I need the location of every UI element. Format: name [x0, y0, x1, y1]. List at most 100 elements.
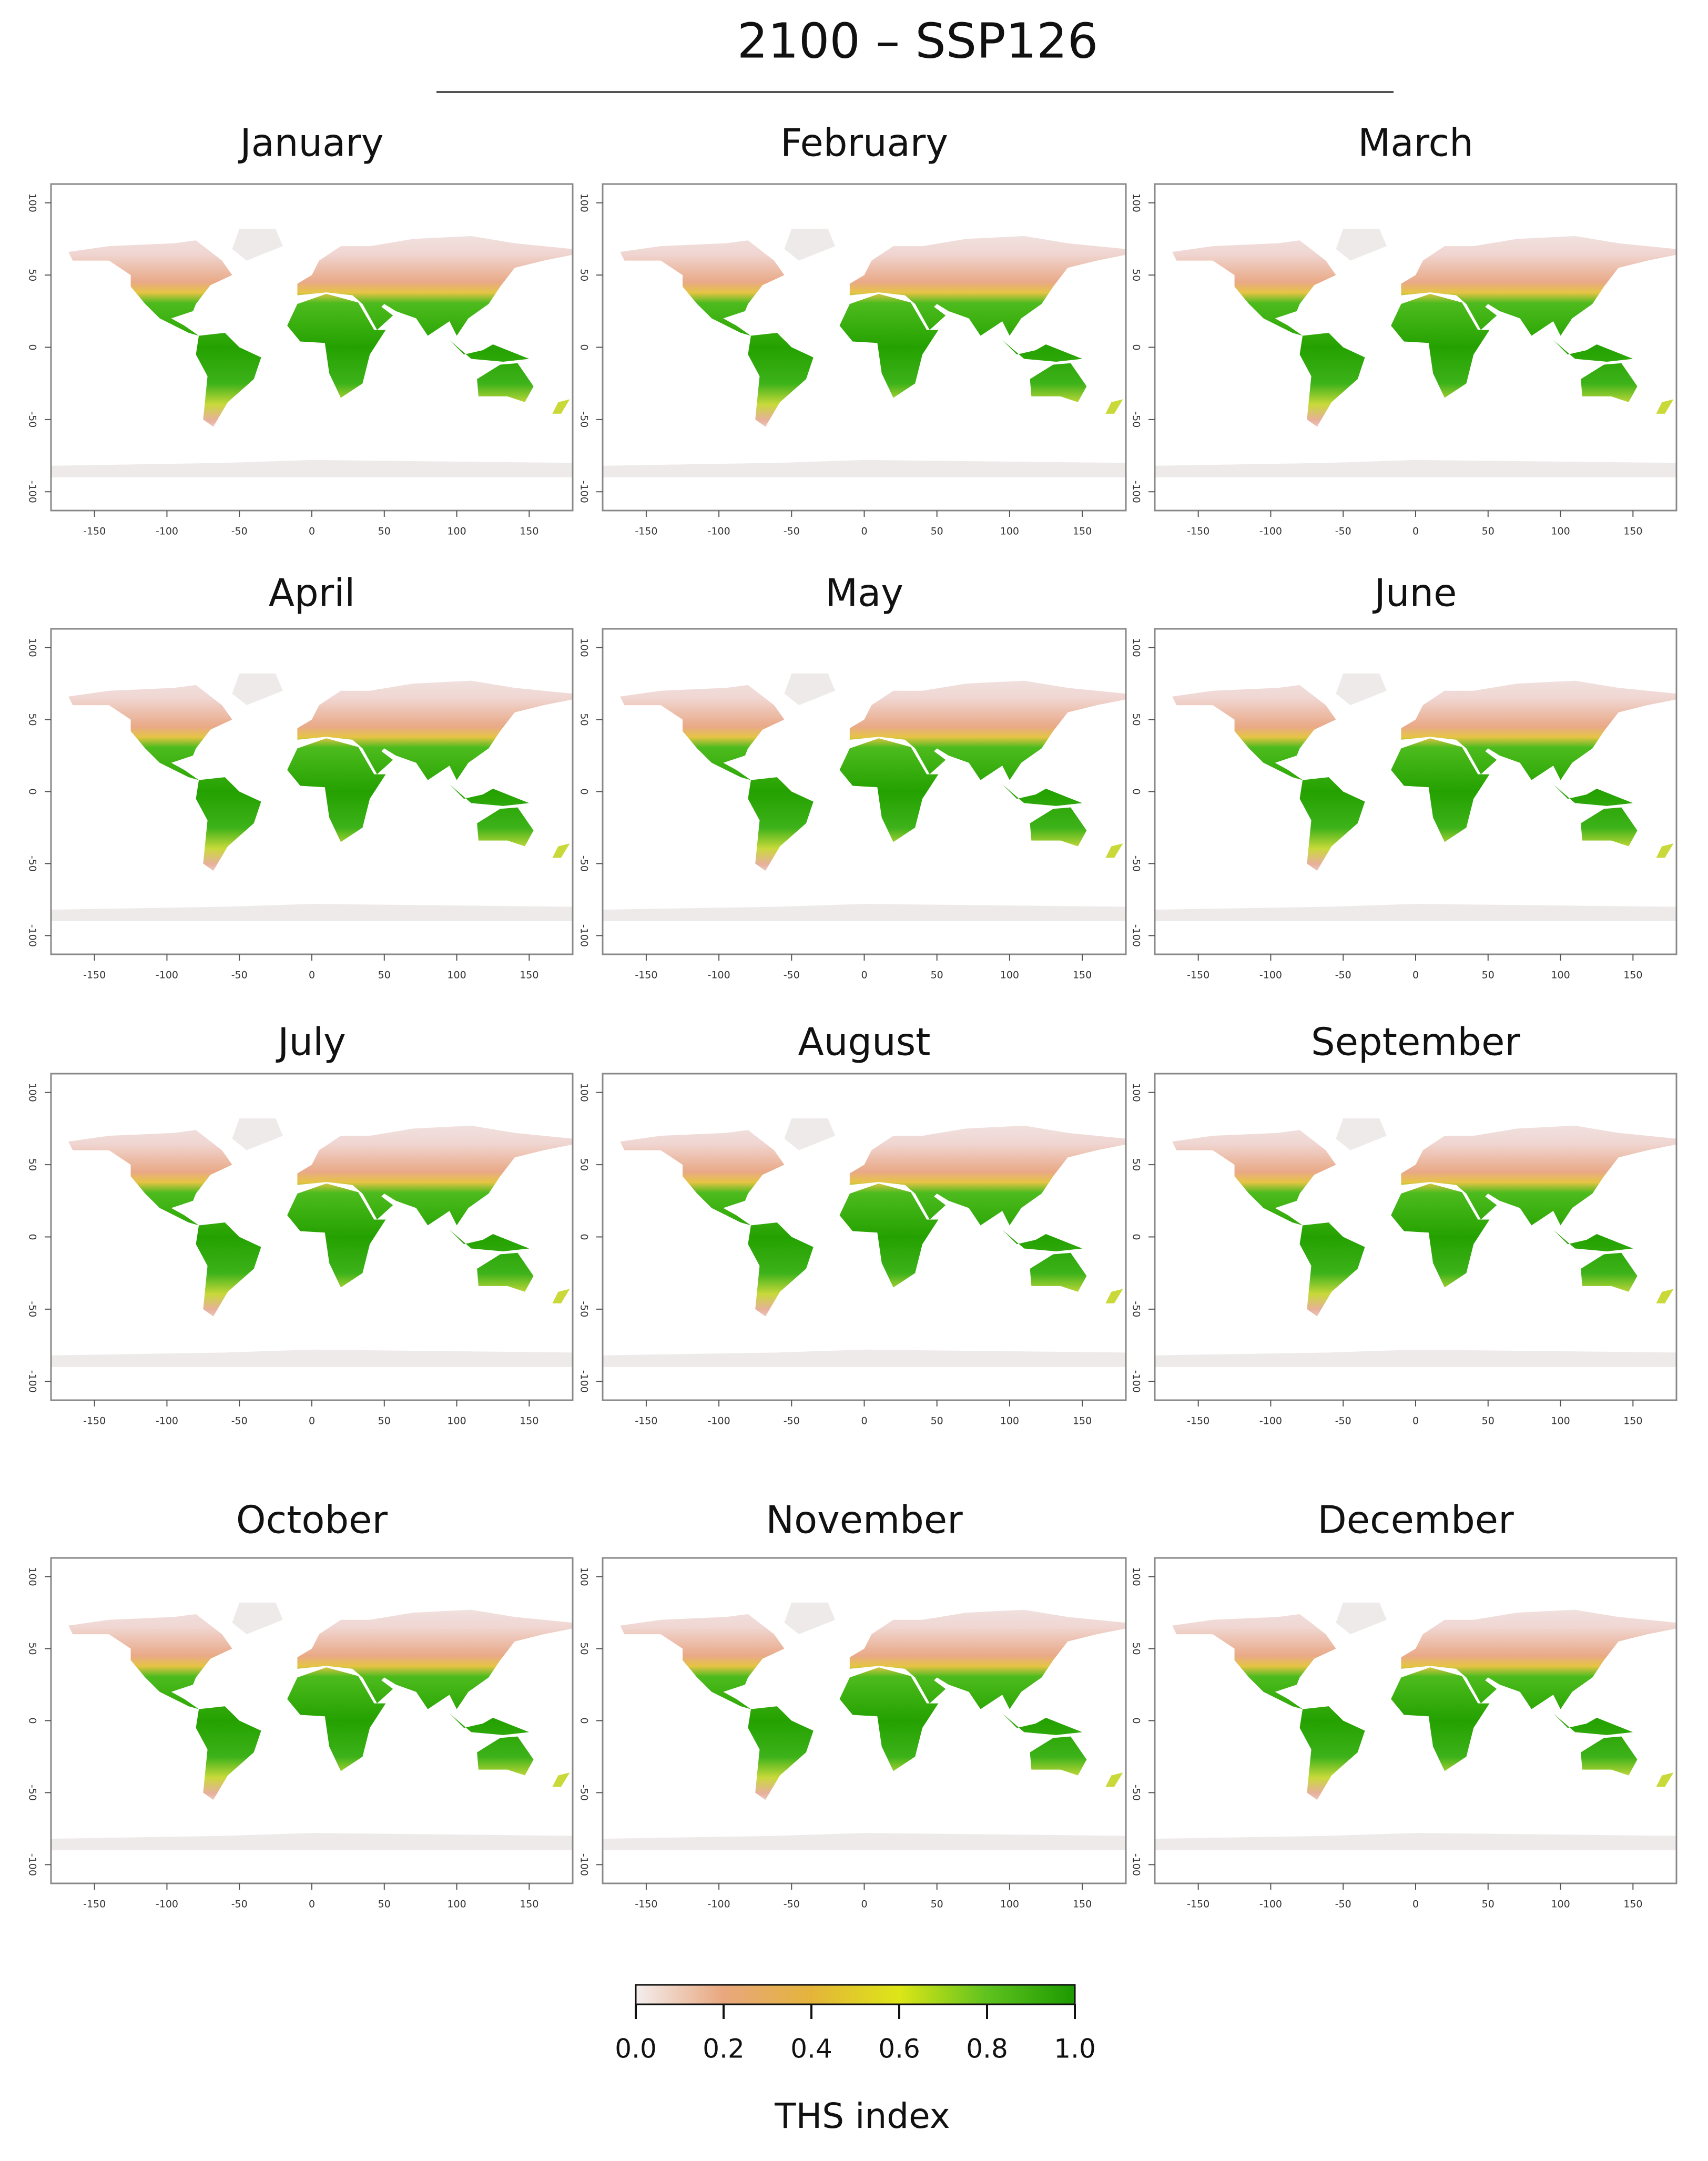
x-tick-label: 0 [1412, 1415, 1419, 1427]
y-tick-label: 100 [578, 638, 590, 657]
y-tick-label: 100 [27, 638, 38, 657]
x-tick-label: 100 [1551, 1415, 1570, 1427]
x-tick-label: 100 [1000, 1899, 1019, 1910]
x-tick-label: 0 [309, 526, 315, 537]
y-tick-label: 100 [578, 1083, 590, 1102]
x-tick-label: 100 [447, 1415, 466, 1427]
y-tick-label: 100 [27, 1567, 38, 1586]
x-tick-label: -150 [1187, 970, 1209, 981]
y-tick-label: 50 [1131, 713, 1142, 726]
y-tick-label: 100 [1131, 1083, 1142, 1102]
x-tick-label: 100 [1000, 526, 1019, 537]
map-panel: November -150 -100 -50 0 50 100 150 -100 -50 0 50 10… [578, 1498, 1127, 1910]
y-tick-label: -100 [1131, 481, 1142, 503]
world-map [1155, 673, 1676, 922]
colorbar-tick-label: 0.0 [615, 2034, 657, 2064]
world-map [603, 1602, 1126, 1851]
x-tick-label: 50 [931, 1415, 943, 1427]
map-panel: January -150 -100 -50 0 50 100 150 -100 -50 0 50 100 [27, 121, 574, 537]
x-tick-label: 150 [1073, 970, 1092, 981]
panel-title: April [269, 571, 355, 615]
colorbar-tick-label: 0.4 [790, 2034, 832, 2064]
y-tick-label: -100 [1131, 1370, 1142, 1393]
y-tick-label: 0 [578, 788, 590, 794]
x-tick-label: -150 [635, 970, 657, 981]
y-tick-label: -50 [578, 411, 590, 427]
x-tick-label: 150 [1623, 1899, 1642, 1910]
map-panel: September -150 -100 -50 0 50 100 150 -100 -50 0 50 1… [1131, 1020, 1678, 1427]
x-tick-label: 100 [1551, 1899, 1570, 1910]
x-tick-label: -50 [784, 1899, 800, 1910]
x-tick-label: -100 [708, 970, 730, 981]
y-tick-label: -50 [578, 1301, 590, 1317]
x-tick-label: -100 [708, 1899, 730, 1910]
y-tick-label: 50 [1131, 1158, 1142, 1171]
x-tick-label: 50 [1482, 970, 1494, 981]
x-tick-label: 150 [1073, 1415, 1092, 1427]
y-tick-label: -100 [1131, 1853, 1142, 1876]
y-tick-label: -100 [27, 1370, 38, 1393]
x-tick-label: -150 [83, 1415, 106, 1427]
panels: January -150 -100 -50 0 50 100 150 -100 -50 0 50 100… [27, 121, 1678, 1910]
y-tick-label: -100 [578, 924, 590, 947]
x-tick-label: -50 [784, 970, 800, 981]
y-tick-label: 100 [27, 193, 38, 212]
map-panel: April -150 -100 -50 0 50 100 150 -100 -50 0 50 100 [27, 571, 574, 981]
y-tick-label: -100 [27, 924, 38, 947]
y-tick-label: -50 [1131, 1785, 1142, 1801]
x-tick-label: -150 [1187, 1415, 1209, 1427]
x-tick-label: 150 [1073, 526, 1092, 537]
colorbar-label: THS index [774, 2096, 950, 2136]
y-tick-label: 50 [27, 1642, 38, 1655]
y-tick-label: 50 [578, 269, 590, 281]
panel-title: December [1317, 1498, 1514, 1542]
y-tick-label: 50 [1131, 1642, 1142, 1655]
x-tick-label: -50 [231, 970, 248, 981]
x-tick-label: 0 [1412, 970, 1419, 981]
x-tick-label: -150 [83, 970, 106, 981]
x-tick-label: -100 [1259, 1415, 1282, 1427]
x-tick-label: -50 [1335, 526, 1351, 537]
y-tick-label: 100 [578, 193, 590, 212]
world-map [1155, 1602, 1676, 1851]
map-panel: December -150 -100 -50 0 50 100 150 -100 -50 0 50 10… [1131, 1498, 1678, 1910]
x-tick-label: 100 [1551, 970, 1570, 981]
x-tick-label: 100 [447, 526, 466, 537]
map-panel: March -150 -100 -50 0 50 100 150 -100 -50 0 50 100 [1131, 121, 1678, 537]
world-map [603, 1118, 1126, 1367]
x-tick-label: 50 [378, 1899, 391, 1910]
panel-title: November [766, 1498, 963, 1542]
x-tick-label: 150 [1623, 526, 1642, 537]
panel-title: March [1358, 121, 1473, 165]
x-tick-label: -100 [708, 1415, 730, 1427]
y-tick-label: -100 [578, 1853, 590, 1876]
y-tick-label: -100 [578, 1370, 590, 1393]
y-tick-label: -50 [578, 855, 590, 872]
x-tick-label: -100 [1259, 1899, 1282, 1910]
map-panel: July -150 -100 -50 0 50 100 150 -100 -50 0 50 100 [27, 1020, 574, 1427]
y-tick-label: -100 [578, 481, 590, 503]
x-tick-label: 150 [1623, 970, 1642, 981]
x-tick-label: 150 [520, 526, 538, 537]
y-tick-label: -50 [578, 1785, 590, 1801]
y-tick-label: 50 [578, 1158, 590, 1171]
x-tick-label: 100 [1000, 970, 1019, 981]
x-tick-label: -100 [156, 1899, 178, 1910]
map-panel: February -150 -100 -50 0 50 100 150 -100 -50 0 50 10… [578, 121, 1127, 537]
y-tick-label: 100 [1131, 638, 1142, 657]
y-tick-label: 100 [27, 1083, 38, 1102]
x-tick-label: 50 [1482, 526, 1494, 537]
y-tick-label: 100 [1131, 193, 1142, 212]
y-tick-label: 50 [27, 1158, 38, 1171]
x-tick-label: -100 [1259, 970, 1282, 981]
world-map [1155, 1118, 1676, 1367]
figure-title: 2100 – SSP126 [737, 13, 1099, 69]
x-tick-label: 100 [1551, 526, 1570, 537]
colorbar-tick-label: 1.0 [1054, 2034, 1096, 2064]
y-tick-label: 50 [27, 713, 38, 726]
y-tick-label: 50 [578, 1642, 590, 1655]
x-tick-label: 100 [447, 1899, 466, 1910]
x-tick-label: -150 [1187, 1899, 1209, 1910]
x-tick-label: -50 [784, 526, 800, 537]
